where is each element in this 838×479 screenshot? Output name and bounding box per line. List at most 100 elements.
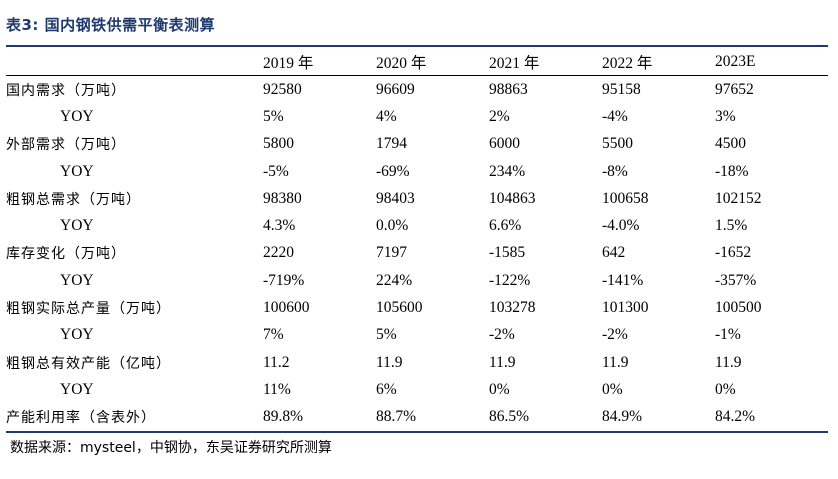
table-cell: 11.9 [489,353,516,371]
table-row: YOY 4.3% 0.0% 6.6% -4.0% 1.5% [6,212,828,239]
table-cell: 84.9% [602,408,643,426]
row-label: 库存变化（万吨） [6,240,263,267]
table-cell: 84.2% [715,408,756,426]
row-label-text: YOY [60,380,94,398]
table-cell: 89.8% [263,408,304,426]
bottom-rule [6,431,828,433]
row-label: 国内需求（万吨） [6,76,263,104]
row-label-text: YOY [60,271,94,289]
table-row: 粗钢实际总产量（万吨） 100600 105600 103278 101300 10050… [6,294,828,321]
table-cell: -2% [602,326,628,344]
table-cell: 11% [263,380,291,398]
table-cell: 7197 [376,244,407,262]
table-cell: -1585 [489,244,526,262]
table-cell: 6.6% [489,217,522,235]
table-cell: -357% [715,271,757,289]
row-label-yoy: YOY [6,103,263,130]
table-cell: 101300 [602,299,649,317]
row-label: 粗钢实际总产量（万吨） [6,294,263,321]
table-cell: -5% [263,162,289,180]
table-row: 外部需求（万吨） 5800 1794 6000 5500 4500 [6,131,828,158]
table-cell: 4500 [715,135,746,153]
row-label: 外部需求（万吨） [6,131,263,158]
table-cell: 234% [489,162,526,180]
table-cell: 5% [376,326,397,344]
row-label-yoy: YOY [6,322,263,349]
table-cell: -2% [489,326,515,344]
table-cell: 3% [715,107,736,125]
table-cell: -719% [263,271,305,289]
table-cell: -1652 [715,244,752,262]
table-cell: 104863 [489,189,536,207]
table-cell: 92580 [263,80,302,98]
row-label-text: 库存变化（万吨） [6,246,126,263]
table-cell: 5% [263,107,284,125]
table-row: 国内需求（万吨） 92580 96609 98863 95158 97652 [6,76,828,104]
header-row: 2019 年 2020 年 2021 年 2022 年 2023E [6,48,828,76]
row-label: 产能利用率（含表外） [6,404,263,431]
table-cell: -141% [602,271,644,289]
table-cell: 11.2 [263,353,290,371]
row-label-text: 国内需求（万吨） [6,82,126,99]
table-row: YOY 5% 4% 2% -4% 3% [6,103,828,130]
table-cell: 100600 [263,299,310,317]
row-label: 粗钢总需求（万吨） [6,185,263,212]
header-cell-year: 2020 年 [376,48,489,76]
table-cell: 5500 [602,135,633,153]
table-body: 国内需求（万吨） 92580 96609 98863 95158 97652 YOY 5% 4%… [6,76,828,431]
table-cell: -8% [602,162,628,180]
table-cell: 103278 [489,299,536,317]
row-label-text: 外部需求（万吨） [6,137,126,154]
table-row: 粗钢总需求（万吨） 98380 98403 104863 100658 102152 [6,185,828,212]
table-cell: 642 [602,244,626,262]
table-cell: 97652 [715,80,754,98]
row-label-yoy: YOY [6,267,263,294]
table-cell: 1794 [376,135,407,153]
top-rule [6,45,828,47]
row-label-text: YOY [60,107,94,125]
table-cell: -4% [602,107,628,125]
row-label-text: YOY [60,326,94,344]
table-cell: 98863 [489,80,528,98]
table-cell: 6000 [489,135,520,153]
table-cell: 100500 [715,299,762,317]
table-title: 表3: 国内钢铁供需平衡表测算 [6,16,216,34]
table-cell: 0.0% [376,217,409,235]
row-label-yoy: YOY [6,376,263,403]
table-cell: 7% [263,326,284,344]
table-cell: 11.9 [715,353,742,371]
source-note: 数据来源：mysteel，中钢协，东吴证券研究所测算 [10,440,332,456]
table-cell: -122% [489,271,531,289]
table-cell: -1% [715,326,741,344]
table-cell: 98380 [263,189,302,207]
table-cell: 88.7% [376,408,417,426]
row-label-text: 粗钢总需求（万吨） [6,191,141,208]
table-row: YOY -5% -69% 234% -8% -18% [6,158,828,185]
table-cell: 105600 [376,299,423,317]
header-cell-year: 2021 年 [489,48,602,76]
row-label-text: YOY [60,162,94,180]
table-cell: 0% [602,380,623,398]
table-row: 产能利用率（含表外） 89.8% 88.7% 86.5% 84.9% 84.2% [6,404,828,431]
row-label-text: 粗钢实际总产量（万吨） [6,301,171,318]
table-cell: 2% [489,107,510,125]
table-cell: 11.9 [376,353,403,371]
table-cell: 102152 [715,189,762,207]
row-label-yoy: YOY [6,158,263,185]
table-cell: 0% [489,380,510,398]
row-label-yoy: YOY [6,212,263,239]
table-cell: -18% [715,162,749,180]
row-label-text: 粗钢总有效产能（亿吨） [6,355,171,372]
table-cell: 1.5% [715,217,748,235]
table-cell: 98403 [376,189,415,207]
table-row: 库存变化（万吨） 2220 7197 -1585 642 -1652 [6,240,828,267]
table-cell: 96609 [376,80,415,98]
table-cell: -4.0% [602,217,640,235]
table-cell: 100658 [602,189,649,207]
row-label-text: 产能利用率（含表外） [6,410,156,427]
table-row: YOY -719% 224% -122% -141% -357% [6,267,828,294]
table-cell: 5800 [263,135,294,153]
table-cell: 224% [376,271,413,289]
table-cell: 95158 [602,80,641,98]
table-cell: 4% [376,107,397,125]
